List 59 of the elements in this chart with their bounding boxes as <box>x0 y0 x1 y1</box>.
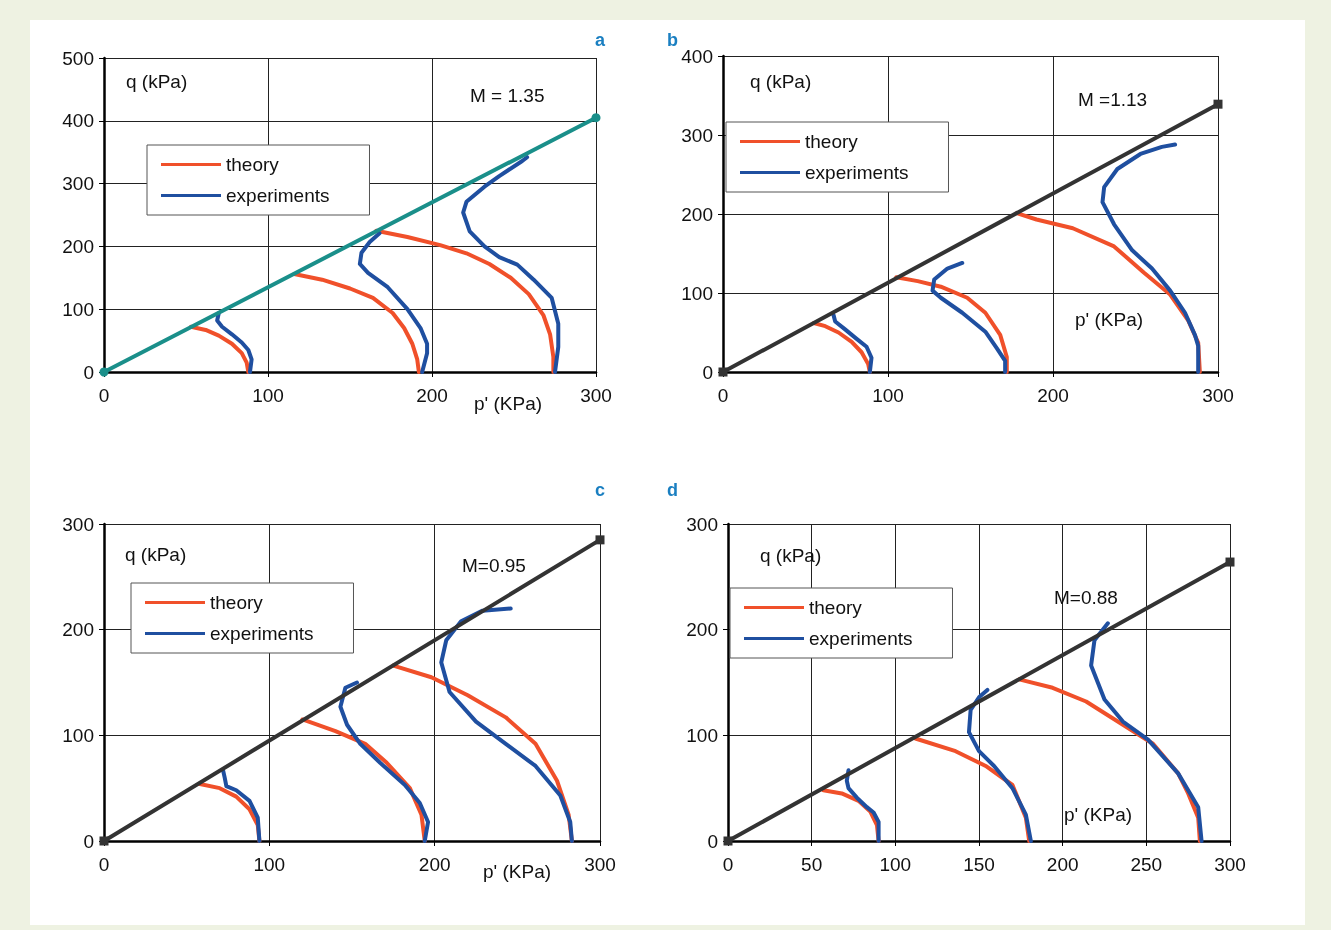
legend-label: theory <box>226 154 280 175</box>
x-tick-label: 0 <box>98 385 110 406</box>
legend-label: experiments <box>809 628 913 649</box>
annotation: M =1.13 <box>1078 89 1148 110</box>
x-tick-label: 200 <box>418 854 451 875</box>
y-tick-label: 200 <box>681 203 713 225</box>
x-axis-title: p' (KPa) <box>483 861 552 882</box>
x-axis-title: p' (KPa) <box>1075 309 1144 330</box>
x-tick-label: 300 <box>584 854 616 875</box>
x-tick-label: 300 <box>580 385 612 406</box>
x-axis-title: p' (KPa) <box>474 393 543 414</box>
y-axis-title: q (kPa) <box>750 71 812 92</box>
x-tick-label: 100 <box>252 385 284 406</box>
x-tick-label: 150 <box>963 854 995 875</box>
chart-title: a <box>595 30 606 50</box>
x-tick-label: 100 <box>253 854 286 875</box>
chart-title: d <box>667 480 678 500</box>
legend-label: theory <box>210 592 264 613</box>
x-tick-label: 200 <box>1046 854 1079 875</box>
y-tick-label: 300 <box>62 173 94 195</box>
x-tick-label: 200 <box>1037 385 1069 406</box>
legend-label: experiments <box>805 162 909 183</box>
legend-label: experiments <box>210 623 314 644</box>
y-tick-label: 300 <box>686 513 718 535</box>
y-tick-label: 400 <box>681 45 713 67</box>
annotation: M = 1.35 <box>470 85 545 106</box>
y-tick-label: 300 <box>62 513 94 535</box>
x-tick-label: 50 <box>801 854 823 875</box>
y-tick-label: 0 <box>702 361 713 383</box>
y-tick-label: 100 <box>62 724 94 746</box>
x-tick-label: 300 <box>1214 854 1246 875</box>
chart-title: c <box>595 480 606 500</box>
y-tick-label: 500 <box>62 47 94 69</box>
y-tick-label: 100 <box>686 724 718 746</box>
annotation: M=0.95 <box>462 555 526 576</box>
legend-label: theory <box>805 131 859 152</box>
y-tick-label: 0 <box>707 830 718 852</box>
chart-title: b <box>667 30 678 50</box>
x-axis-title: p' (KPa) <box>1064 804 1133 825</box>
x-tick-label: 300 <box>1202 385 1234 406</box>
x-tick-label: 100 <box>879 854 912 875</box>
y-tick-label: 100 <box>681 282 713 304</box>
x-tick-label: 250 <box>1130 854 1163 875</box>
y-tick-label: 200 <box>62 619 94 641</box>
y-tick-label: 400 <box>62 110 94 132</box>
y-tick-label: 300 <box>681 124 713 146</box>
x-tick-label: 200 <box>416 385 448 406</box>
y-axis-title: q (kPa) <box>126 71 188 92</box>
x-tick-label: 100 <box>872 385 904 406</box>
y-tick-label: 100 <box>62 298 94 320</box>
y-tick-label: 200 <box>62 235 94 257</box>
y-tick-label: 200 <box>686 619 718 641</box>
x-tick-label: 0 <box>722 854 734 875</box>
legend-label: theory <box>809 597 863 618</box>
y-tick-label: 0 <box>83 830 94 852</box>
y-tick-label: 0 <box>83 361 94 383</box>
x-tick-label: 0 <box>98 854 110 875</box>
y-axis-title: q (kPa) <box>125 544 187 565</box>
legend-label: experiments <box>226 185 330 206</box>
